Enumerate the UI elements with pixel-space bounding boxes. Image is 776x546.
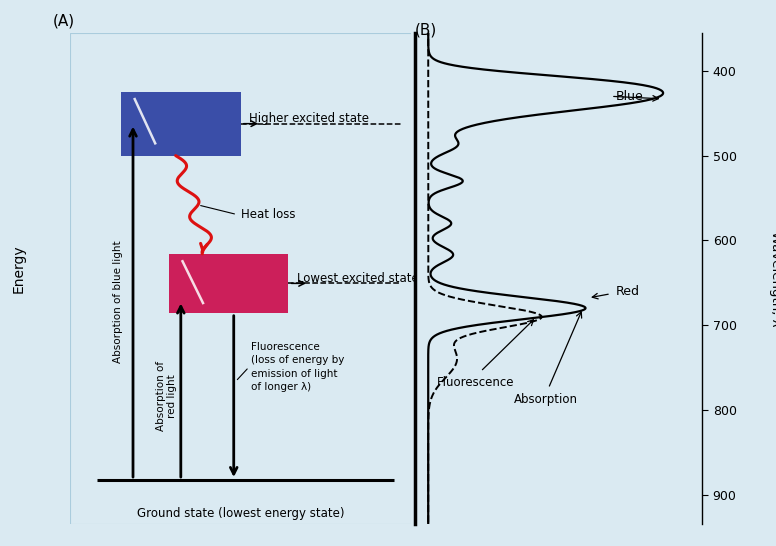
Text: Absorption: Absorption	[514, 393, 577, 406]
Text: Fluorescence
(loss of energy by
emission of light
of longer λ): Fluorescence (loss of energy by emission…	[251, 342, 345, 391]
Text: Higher excited state: Higher excited state	[249, 112, 369, 125]
Text: Red: Red	[616, 284, 640, 298]
Text: Absorption of blue light: Absorption of blue light	[113, 240, 123, 363]
Y-axis label: Wavelength, λ: Wavelength, λ	[769, 231, 776, 326]
Text: Fluorescence: Fluorescence	[436, 376, 514, 389]
Bar	[121, 92, 241, 156]
Text: Ground state (lowest energy state): Ground state (lowest energy state)	[137, 507, 345, 520]
Text: (A): (A)	[53, 13, 75, 28]
Text: (B): (B)	[415, 23, 438, 38]
Text: Absorption of
red light: Absorption of red light	[156, 361, 177, 431]
Text: Blue: Blue	[616, 90, 644, 103]
Text: Lowest excited state: Lowest excited state	[297, 272, 418, 285]
Bar	[169, 254, 289, 313]
Text: Energy: Energy	[12, 244, 26, 293]
Text: Heat loss: Heat loss	[241, 208, 295, 221]
